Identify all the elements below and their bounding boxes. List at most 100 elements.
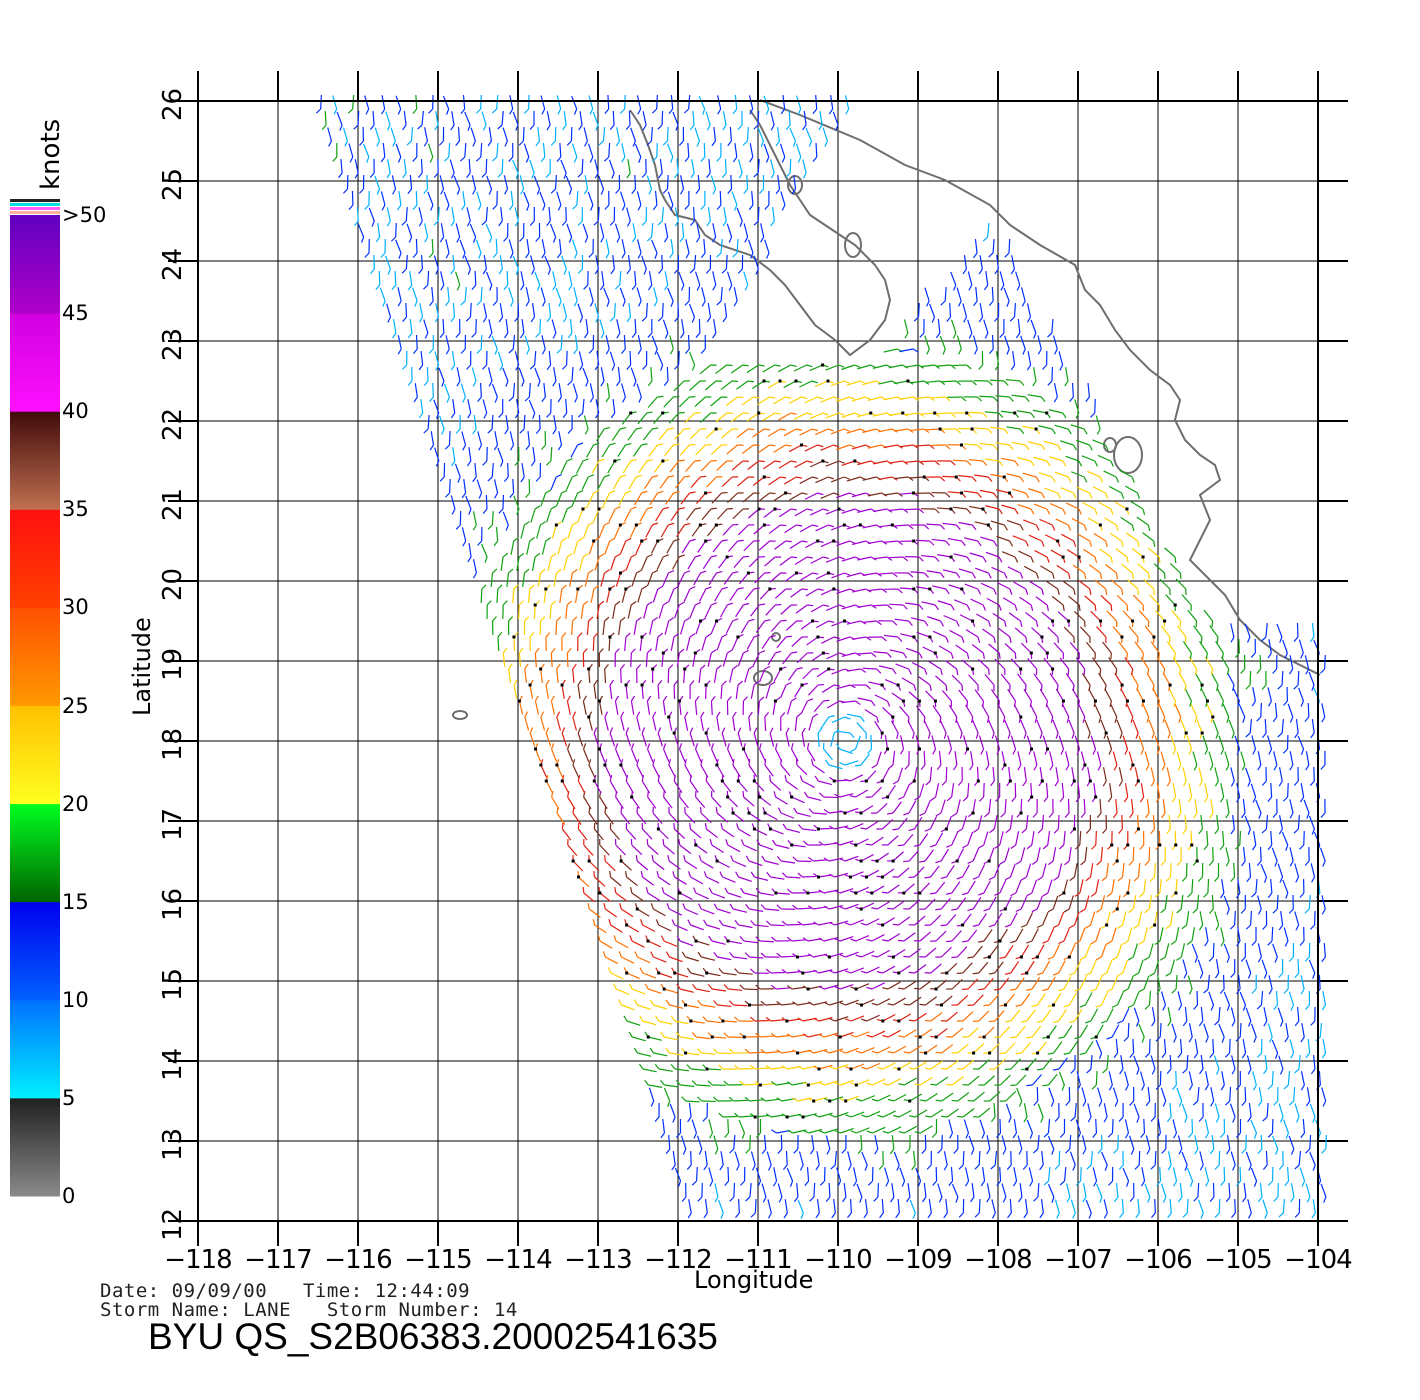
wind-barb <box>665 999 670 1006</box>
wind-vector <box>990 426 1005 430</box>
wind-barb <box>958 1212 964 1218</box>
vector-origin-dot <box>1077 555 1081 559</box>
wind-vector <box>1047 626 1059 638</box>
wind-barb <box>1029 700 1033 708</box>
wind-barb <box>418 412 424 419</box>
wind-barb <box>792 904 798 910</box>
wind-barb <box>577 727 582 734</box>
wind-barb <box>1173 1132 1177 1139</box>
wind-vector <box>1015 928 1024 942</box>
wind-vector <box>1318 1070 1321 1086</box>
wind-barb <box>1128 812 1134 819</box>
wind-vector <box>843 1183 847 1198</box>
wind-vector <box>999 880 1007 894</box>
wind-vector <box>1001 504 1016 510</box>
wind-vector <box>985 751 990 766</box>
wind-vector <box>1282 639 1288 654</box>
wind-vector <box>767 652 776 666</box>
wind-vector <box>925 690 936 702</box>
wind-vector <box>674 924 688 932</box>
wind-vector <box>958 475 973 478</box>
wind-vector <box>971 1183 975 1198</box>
wind-vector <box>588 860 600 872</box>
wind-barb <box>661 887 665 894</box>
wind-vector <box>674 1068 689 1072</box>
wind-barb <box>1020 1020 1027 1023</box>
vector-origin-dot <box>646 939 650 943</box>
wind-barb <box>441 428 445 435</box>
wind-vector <box>957 1043 969 1054</box>
wind-vector <box>639 508 648 522</box>
wind-barb <box>1167 732 1171 739</box>
wind-barb <box>1083 476 1088 483</box>
wind-vector <box>1070 1199 1076 1214</box>
wind-vector <box>1079 927 1086 942</box>
wind-vector <box>763 1135 767 1150</box>
wind-barb <box>1220 940 1225 947</box>
wind-vector <box>926 428 941 431</box>
wind-barb <box>1261 684 1267 690</box>
wind-barb <box>1204 748 1209 755</box>
wind-barb <box>1182 1212 1188 1218</box>
wind-vector <box>861 950 875 958</box>
wind-barb <box>829 1114 836 1118</box>
wind-barb <box>1117 876 1123 882</box>
wind-barb <box>1220 892 1225 899</box>
wind-barb <box>749 1016 756 1022</box>
wind-vector <box>1299 1167 1306 1182</box>
wind-vector <box>800 700 808 714</box>
wind-vector <box>1288 1135 1295 1150</box>
wind-vector <box>506 572 510 587</box>
wind-barb <box>945 636 949 643</box>
vector-origin-dot <box>581 507 585 511</box>
wind-vector <box>689 732 695 747</box>
wind-vector <box>680 1036 695 1040</box>
wind-vector <box>1218 735 1225 750</box>
wind-barb <box>797 872 803 878</box>
wind-vector <box>701 508 712 521</box>
wind-vector <box>882 1062 896 1070</box>
vector-origin-dot <box>859 811 863 815</box>
vector-origin-dot <box>960 587 964 591</box>
wind-vector <box>1159 1022 1162 1038</box>
wind-vector <box>1100 847 1103 862</box>
wind-barb <box>1187 892 1193 898</box>
wind-barb <box>675 1080 681 1086</box>
wind-vector <box>749 1051 764 1054</box>
wind-barb <box>1242 1196 1247 1203</box>
wind-vector <box>1250 910 1253 926</box>
wind-vector <box>844 807 859 814</box>
wind-barb <box>714 1148 719 1155</box>
wind-barb <box>625 775 629 782</box>
wind-vector <box>773 1167 778 1182</box>
wind-vector <box>941 1092 954 1102</box>
wind-vector <box>746 636 755 650</box>
wind-vector <box>1063 1025 1073 1038</box>
wind-barb <box>753 680 760 686</box>
wind-barb <box>529 584 535 590</box>
vector-origin-dot <box>832 779 836 783</box>
wind-barb <box>487 524 493 530</box>
wind-barb <box>1285 892 1289 899</box>
wind-vector <box>1084 847 1088 862</box>
wind-barb <box>1300 1132 1305 1139</box>
wind-barb <box>728 1048 735 1054</box>
wind-vector <box>946 914 957 926</box>
wind-vector <box>1300 1071 1305 1086</box>
wind-barb <box>1257 1052 1263 1058</box>
wind-barb <box>830 1164 836 1170</box>
vector-origin-dot <box>630 795 634 799</box>
wind-barb <box>1150 780 1155 787</box>
wind-vector <box>976 613 989 622</box>
wind-barb <box>908 971 915 974</box>
wind-vector <box>918 676 931 686</box>
wind-barb <box>1290 1148 1295 1155</box>
wind-vector <box>971 644 984 654</box>
wind-barb <box>911 732 915 739</box>
wind-vector <box>914 915 926 926</box>
wind-vector <box>708 1167 714 1182</box>
wind-vector <box>1274 703 1278 718</box>
wind-barb <box>582 695 588 702</box>
wind-barb <box>468 508 472 515</box>
wind-barb <box>1311 684 1315 691</box>
